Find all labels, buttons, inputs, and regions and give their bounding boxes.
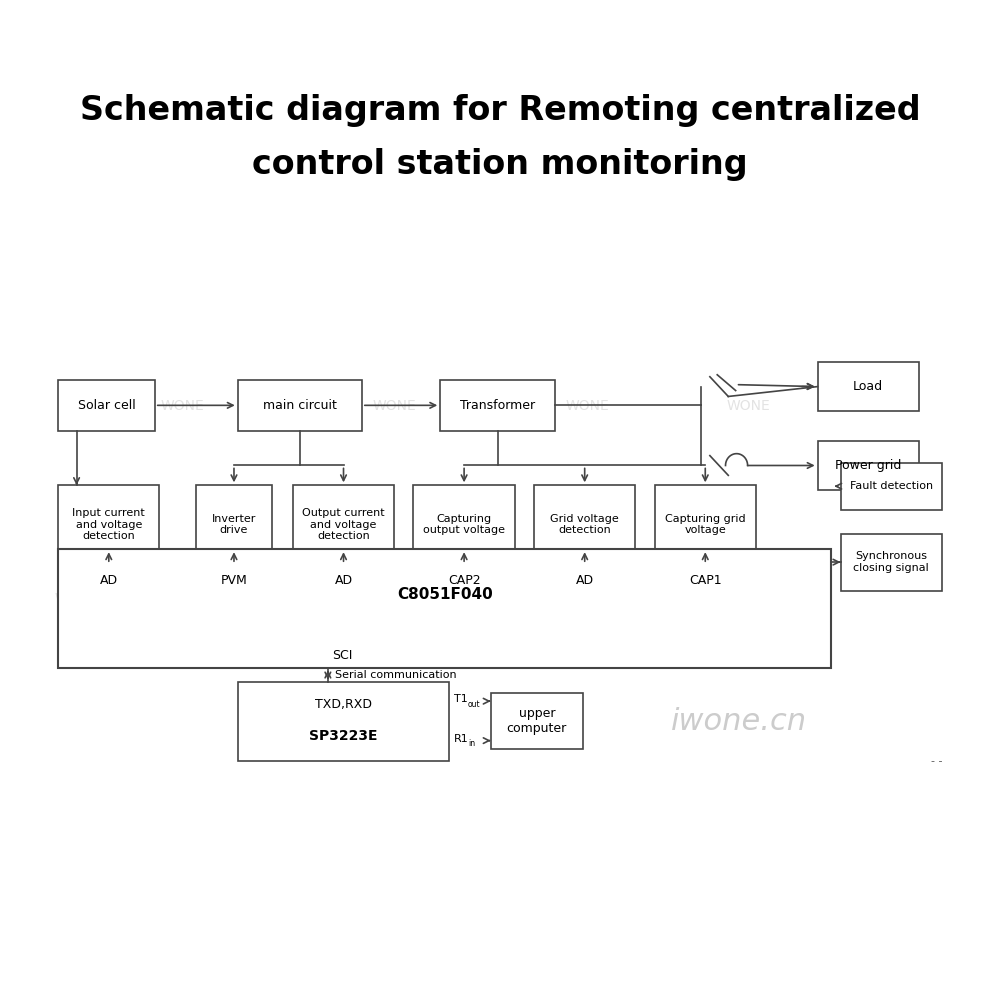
Text: Capturing
output voltage: Capturing output voltage <box>423 514 505 535</box>
Text: Load: Load <box>853 380 883 393</box>
Text: SCI: SCI <box>332 649 353 662</box>
Text: TXD,RXD: TXD,RXD <box>315 698 372 711</box>
Text: WONE: WONE <box>188 592 232 606</box>
Bar <box>440 380 555 431</box>
Text: WONE: WONE <box>501 592 545 606</box>
Text: main circuit: main circuit <box>263 399 337 412</box>
Text: Inverter
drive: Inverter drive <box>212 514 256 535</box>
Text: Grid voltage
detection: Grid voltage detection <box>550 514 619 535</box>
Text: - -: - - <box>931 756 943 766</box>
Text: Solar cell: Solar cell <box>78 399 135 412</box>
Bar <box>238 682 449 761</box>
Text: WONE: WONE <box>161 399 204 413</box>
Bar <box>293 485 394 564</box>
Bar <box>534 485 635 564</box>
Text: upper
computer: upper computer <box>507 707 567 735</box>
Text: Schematic diagram for Remoting centralized: Schematic diagram for Remoting centraliz… <box>80 94 920 127</box>
Text: SP3223E: SP3223E <box>309 729 378 743</box>
Bar <box>196 485 272 564</box>
Text: control station monitoring: control station monitoring <box>252 148 748 181</box>
Text: PVM: PVM <box>221 574 247 587</box>
Text: WONE: WONE <box>55 592 98 606</box>
Text: WONE: WONE <box>727 399 770 413</box>
Text: Input current
and voltage
detection: Input current and voltage detection <box>72 508 145 541</box>
Text: WONE: WONE <box>566 399 609 413</box>
Bar <box>238 380 362 431</box>
Text: Fault detection: Fault detection <box>850 481 933 491</box>
Text: out: out <box>468 700 480 709</box>
Bar <box>655 485 756 564</box>
Text: Output current
and voltage
detection: Output current and voltage detection <box>302 508 385 541</box>
Text: Serial communication: Serial communication <box>335 670 457 680</box>
Text: Transformer: Transformer <box>460 399 535 412</box>
Text: WONE: WONE <box>372 399 416 413</box>
Bar <box>491 693 583 748</box>
Text: Power grid: Power grid <box>835 459 901 472</box>
Text: Capturing grid
voltage: Capturing grid voltage <box>665 514 746 535</box>
Text: AD: AD <box>334 574 353 587</box>
Text: CAP1: CAP1 <box>689 574 722 587</box>
Text: C8051F040: C8051F040 <box>397 587 493 602</box>
Text: R1: R1 <box>454 734 469 744</box>
Text: AD: AD <box>576 574 594 587</box>
Text: WONE: WONE <box>368 626 411 640</box>
Text: WONE: WONE <box>188 626 232 640</box>
Text: CAP2: CAP2 <box>448 574 480 587</box>
Bar <box>841 534 942 591</box>
Text: WONE: WONE <box>713 592 757 606</box>
Text: AD: AD <box>100 574 118 587</box>
Bar <box>58 549 831 668</box>
Bar <box>841 463 942 510</box>
Text: iwone.cn: iwone.cn <box>671 707 807 736</box>
Text: T1: T1 <box>454 694 468 704</box>
Text: WONE: WONE <box>543 626 586 640</box>
Text: in: in <box>468 739 475 748</box>
Bar <box>58 485 159 564</box>
Text: Synchronous
closing signal: Synchronous closing signal <box>853 551 929 573</box>
Bar <box>58 380 155 431</box>
Bar <box>413 485 515 564</box>
Bar <box>818 362 919 411</box>
Bar <box>818 441 919 490</box>
Text: WONE: WONE <box>377 592 421 606</box>
